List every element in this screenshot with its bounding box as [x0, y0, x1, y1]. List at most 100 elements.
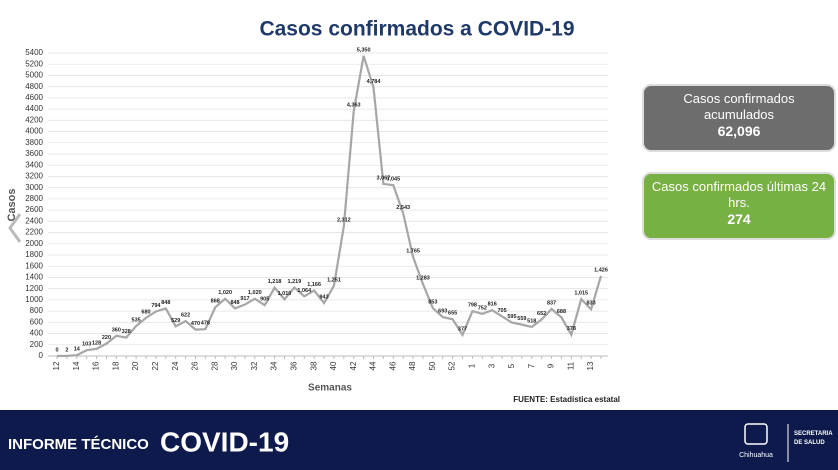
x-tick-label: 44	[369, 361, 378, 370]
y-tick-label: 4000	[25, 127, 43, 136]
data-label: 2,312	[337, 218, 351, 224]
y-tick-label: 3000	[25, 183, 43, 192]
x-tick-label: 46	[388, 361, 397, 370]
y-tick-label: 1800	[25, 250, 43, 259]
state-logo	[744, 423, 768, 445]
summary-value: 274	[727, 211, 751, 227]
data-label: 1,015	[574, 291, 588, 297]
x-tick-label: 48	[408, 361, 417, 370]
data-label: 794	[151, 303, 161, 309]
data-label: 378	[567, 326, 576, 332]
data-label: 688	[557, 309, 566, 315]
footer-state: Chihuahua	[739, 452, 773, 459]
y-tick-label: 3200	[25, 172, 43, 181]
footer-band	[0, 410, 838, 470]
x-axis-label: Semanas	[308, 383, 352, 394]
data-label: 2	[65, 347, 68, 353]
data-label: 360	[112, 327, 121, 333]
y-tick-label: 1000	[25, 295, 43, 304]
x-tick-label: 36	[289, 361, 298, 370]
y-tick-label: 3400	[25, 160, 43, 169]
data-label: 1,064	[297, 288, 312, 294]
x-tick-label: 20	[131, 361, 140, 370]
x-tick-label: 14	[72, 361, 81, 370]
data-label: 529	[171, 318, 180, 324]
data-label: 1,219	[287, 279, 301, 285]
data-label: 943	[319, 295, 328, 301]
x-tick-label: 30	[230, 361, 239, 370]
data-label: 816	[488, 302, 497, 308]
data-label: 1,251	[327, 277, 341, 283]
data-label: 705	[497, 308, 506, 314]
y-tick-label: 5200	[25, 59, 43, 68]
y-tick-label: 5000	[25, 71, 43, 80]
chart-title: Casos confirmados a COVID-19	[259, 18, 574, 41]
y-tick-label: 1600	[25, 261, 43, 270]
data-label: 680	[141, 309, 150, 315]
x-tick-label: 38	[309, 361, 318, 370]
data-label: 752	[478, 305, 487, 311]
x-tick-label: 40	[329, 361, 338, 370]
summary-card-content: Casos confirmados últimas 24 hrs.274	[650, 179, 828, 227]
data-label: 3,045	[386, 177, 400, 183]
data-label: 622	[181, 313, 190, 319]
data-label: 905	[260, 297, 269, 303]
y-tick-label: 3800	[25, 138, 43, 147]
x-tick-label: 50	[428, 361, 437, 370]
summary-card	[642, 84, 836, 152]
data-label: 1,020	[218, 290, 232, 296]
data-label: 1,218	[268, 279, 282, 285]
y-tick-label: 2400	[25, 216, 43, 225]
y-tick-label: 800	[30, 306, 44, 315]
x-tick-label: 34	[270, 361, 279, 370]
x-tick-label: 1	[468, 363, 477, 368]
y-axis-label: Casos	[6, 188, 18, 221]
x-tick-label: 42	[349, 361, 358, 370]
y-tick-label: 0	[39, 351, 44, 360]
data-label: 470	[191, 321, 200, 327]
x-tick-label: 24	[171, 361, 180, 370]
data-label: 652	[537, 311, 546, 317]
y-tick-label: 200	[30, 340, 44, 349]
data-label: 595	[507, 314, 516, 320]
y-tick-label: 1400	[25, 273, 43, 282]
x-tick-label: 32	[250, 361, 259, 370]
summary-label: Casos confirmados acumulados	[683, 91, 795, 122]
y-tick-label: 2800	[25, 194, 43, 203]
data-label: 559	[517, 316, 526, 322]
data-label: 4,363	[347, 103, 361, 109]
summary-card	[642, 172, 836, 240]
x-tick-label: 13	[586, 361, 595, 370]
data-label: 693	[438, 309, 447, 315]
y-tick-label: 2000	[25, 239, 43, 248]
x-tick-label: 26	[191, 361, 200, 370]
y-tick-label: 4400	[25, 104, 43, 113]
data-label: 1,283	[416, 275, 430, 281]
y-tick-label: 3600	[25, 149, 43, 158]
data-label: 518	[527, 318, 536, 324]
y-tick-label: 2600	[25, 205, 43, 214]
y-tick-label: 4600	[25, 93, 43, 102]
x-tick-label: 9	[547, 363, 556, 368]
data-label: 655	[448, 311, 457, 317]
footer-topic: COVID-19	[160, 426, 289, 457]
data-label: 848	[230, 300, 239, 306]
data-label: 853	[428, 300, 437, 306]
summary-text: Casos confirmados últimas 24 hrs. 274	[650, 179, 828, 227]
data-label: 798	[468, 303, 477, 309]
summary-value: 62,096	[717, 123, 761, 139]
prev-arrow[interactable]	[8, 213, 22, 243]
source-note: FUENTE: Estadística estatal	[513, 395, 620, 404]
data-label: 1,765	[406, 248, 420, 254]
data-label: 2,543	[396, 205, 410, 211]
footer-report: INFORME TÉCNICO	[8, 436, 149, 453]
data-label: 220	[102, 335, 111, 341]
data-label: 377	[458, 326, 467, 332]
data-label: 1,010	[278, 291, 292, 297]
data-label: 1,166	[307, 282, 321, 288]
y-tick-label: 4800	[25, 82, 43, 91]
x-tick-label: 22	[151, 361, 160, 370]
footer-agency-box: SECRETARÍA DE SALUD	[794, 431, 832, 446]
